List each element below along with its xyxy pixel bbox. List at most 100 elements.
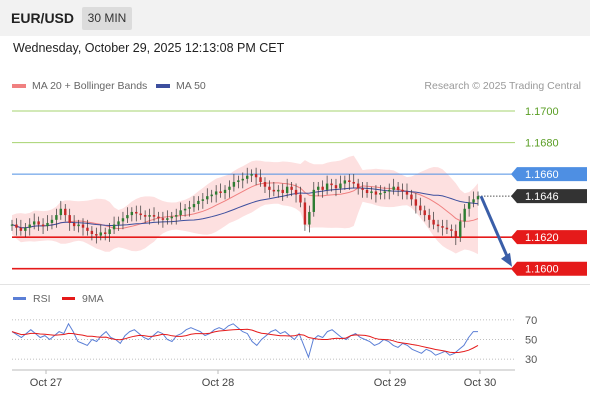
candle [303,197,307,231]
candle-body [15,224,18,228]
candle-body [445,227,449,230]
candle [183,204,187,217]
candle [77,219,80,233]
candle-body [476,196,480,200]
candle-body [325,183,329,190]
candle-body [290,186,293,190]
candle [472,191,475,208]
candle-body [55,215,58,220]
ma20-swatch [12,84,26,88]
candle-body [450,229,453,231]
candle-body [308,211,311,225]
candle [290,181,293,197]
candle-body [303,202,307,225]
candle [401,183,404,200]
level-tag-1.1660 [511,167,587,182]
candle-body [219,191,222,194]
candle [112,216,116,235]
legend-ma20-label: MA 20 + Bollinger Bands [32,80,148,92]
candle-body [352,181,355,184]
candle-body [103,232,107,235]
level-label-1.1680: 1.1680 [525,138,559,150]
timeframe-button[interactable]: 30 MIN [82,7,132,30]
candle-body [294,189,298,195]
candle [121,211,125,230]
candle-body [99,232,102,236]
candle [343,175,347,190]
candle-body [143,215,147,217]
candle-body [383,191,387,194]
candle-body [241,178,244,181]
candle [197,196,200,211]
candle [64,204,67,222]
time-label-3: Oct 30 [464,377,496,389]
candle-body [157,216,160,219]
candle-body [28,224,31,228]
candle-body [139,213,142,216]
candle-body [441,226,444,228]
candle [237,175,240,189]
candle [108,222,111,242]
candle-body [401,189,404,192]
candle-body [254,174,258,178]
candle-body [410,194,413,200]
candle [330,178,333,192]
forecast-arrow [479,195,512,267]
candle [55,208,58,228]
candle [388,183,391,200]
rsi-ma-line [11,328,479,354]
rsi-ma-legend-label: 9MA [82,293,104,305]
candle [441,219,444,236]
candle-body [436,224,440,227]
candle-body [32,221,36,225]
candle-body [135,211,138,214]
candle [95,227,98,244]
candle-body [392,186,395,190]
level-label-1.1700: 1.1700 [525,106,559,118]
candle [139,205,142,220]
candle-body [396,186,400,190]
price-levels [12,110,515,270]
rsi-level-label-30: 30 [525,354,537,366]
candle-body [250,174,253,176]
candle [72,215,76,231]
top-toolbar: EUR/USD 30 MIN [0,0,590,36]
rsi-ma-legend-swatch [62,297,75,300]
candle [206,188,209,205]
candles [10,167,480,246]
candle [214,185,218,203]
candle-body [246,175,249,179]
candle-body [312,189,315,212]
forecast-arrow-head [501,252,512,267]
candle [392,178,395,195]
candle-body [285,186,289,194]
candle [370,186,373,200]
candle [210,189,213,203]
candle [188,200,191,217]
candle-body [427,215,431,220]
candle-body [356,183,360,189]
candle [299,186,302,208]
symbol-label[interactable]: EUR/USD [11,10,75,26]
candle [405,183,409,200]
candle-body [317,186,320,190]
candle [143,210,147,223]
candle [232,174,236,192]
candle-body [321,186,324,190]
candle [321,180,324,198]
time-axis: Oct 27 Oct 28 Oct 29 Oct 30 [12,369,515,389]
candle-body [339,183,342,189]
candle [285,178,289,198]
level-labels: 1.1700 1.1680 1.1660 1.1620 1.1600 1.1646 [511,106,587,276]
candle-body [77,224,80,227]
candle-body [237,180,240,182]
candle-body [467,202,471,209]
candle-body [192,204,196,208]
candle [161,211,165,228]
candle-body [281,189,284,194]
candle [268,180,271,198]
candle-body [272,189,276,192]
candle-body [268,186,271,190]
candle-body [419,205,422,211]
